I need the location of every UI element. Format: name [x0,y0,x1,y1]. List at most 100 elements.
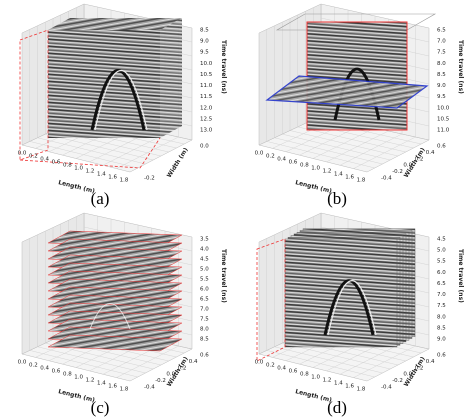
time-tick-label: 7.0 [437,39,446,45]
time-tick-label: 6.0 [200,287,209,293]
length-tick-label: 0.0 [18,360,27,366]
length-tick-label: 1.2 [323,378,332,384]
length-tick-label: 0.8 [300,372,309,378]
width-tick-label: 0.2 [415,365,424,371]
grid-line [289,130,399,157]
width-tick-label: -0.4 [381,176,392,182]
time-tick-label: 5.5 [437,259,446,265]
time-tick-label: 9.0 [437,83,446,89]
length-tick-label: 0.0 [18,151,27,157]
time-tick-label: 10.0 [200,61,213,67]
length-tick-label: 1.4 [97,381,106,387]
length-tick-label: 0.2 [29,154,38,160]
width-tick-label: 0.0 [403,163,412,169]
panel-label: (a) [91,189,110,208]
length-tick-label: 1.4 [334,172,343,178]
length-tick-label: 0.0 [255,360,264,366]
length-tick-label: 0.2 [29,363,38,369]
time-tick-label: 4.5 [437,237,446,243]
panel: 0.0 0.2 0.4 0.6 0.8 1.0 1.2 1.4 1.6 1.8 -0.20.08.5… [18,3,227,208]
time-tick-label: 9.0 [200,39,209,45]
length-tick-label: 1.4 [97,172,106,178]
length-tick-label: 1.2 [86,169,95,175]
length-tick-label: 0.2 [266,154,275,160]
time-tick-label: 7.0 [437,292,446,298]
length-tick-label: 0.8 [300,163,309,169]
time-tick-label: 9.0 [437,337,446,343]
time-tick-label: 8.0 [437,61,446,67]
width-tick-label: 0.0 [200,144,209,150]
length-tick-label: 1.6 [108,175,117,181]
time-tick-label: 3.5 [200,237,209,243]
length-tick-label: 1.6 [345,175,354,181]
width-tick-label: 0.4 [426,359,435,365]
time-tick-label: 9.5 [200,50,209,56]
hyperbola [327,280,377,336]
width-tick-label: 0.4 [426,150,435,156]
grid-line [353,136,416,169]
grid-line [353,345,416,378]
grid-line [339,133,403,166]
time-axis-title: Time travel (ns) [457,249,464,303]
slice [47,334,183,352]
time-tick-label: 7.0 [200,307,209,313]
length-tick-label: 0.4 [277,366,286,372]
outline [256,238,286,362]
time-tick-label: 12.0 [200,105,213,111]
width-tick-label: 0.0 [403,372,412,378]
panel: 0.0 0.2 0.4 0.6 0.8 1.0 1.2 1.4 1.6 1.8 -0.4-0.20.… [255,3,464,208]
width-tick-label: 0.6 [437,353,446,359]
length-tick-label: 1.0 [74,375,83,381]
grid-line [297,126,406,153]
time-tick-label: 10.5 [437,116,450,122]
time-tick-label: 5.5 [200,277,209,283]
length-tick-label: 0.0 [255,151,264,157]
time-tick-label: 6.0 [437,270,446,276]
length-tick-label: 1.0 [74,166,83,172]
width-tick-label: -0.2 [155,378,166,384]
grid-line [116,136,179,169]
length-tick-label: 1.2 [86,378,95,384]
length-tick-label: 0.2 [266,363,275,369]
width-tick-label: -0.4 [144,385,155,391]
length-tick-label: 0.6 [52,369,61,375]
time-tick-label: 8.0 [437,314,446,320]
panel-label: (b) [327,189,347,208]
time-tick-label: 4.0 [200,247,209,253]
width-tick-label: 0.2 [178,365,187,371]
hyperbola [89,303,131,330]
plane [265,75,429,109]
slice [306,21,408,131]
panel: 0.0 0.2 0.4 0.6 0.8 1.0 1.2 1.4 1.6 1.8 -0.4-0.20.… [18,212,227,417]
length-tick-label: 1.0 [311,375,320,381]
length-tick-label: 1.8 [120,387,129,393]
time-tick-label: 10.0 [437,105,450,111]
grid-line [116,345,179,378]
time-tick-label: 10.5 [200,72,213,78]
length-tick-label: 0.6 [289,369,298,375]
block-side [160,18,182,138]
length-tick-label: 0.4 [40,157,49,163]
time-tick-label: 7.5 [437,303,446,309]
width-tick-label: -0.2 [144,176,155,182]
panel: 0.0 0.2 0.4 0.6 0.8 1.0 1.2 1.4 1.6 1.8 -0.4-0.20.… [255,212,464,417]
width-tick-label: -0.2 [392,378,403,384]
length-tick-label: 1.6 [345,384,354,390]
length-tick-label: 0.8 [63,372,72,378]
length-tick-label: 0.8 [63,163,72,169]
time-tick-label: 7.5 [200,317,209,323]
block-top [48,18,182,30]
width-tick-label: -0.2 [392,169,403,175]
grid-line [326,130,389,163]
hyperbola [94,69,148,131]
time-tick-label: 8.5 [200,28,209,34]
width-tick-label: 0.2 [415,156,424,162]
time-tick-label: 4.5 [200,257,209,263]
time-tick-label: 8.0 [200,327,209,333]
time-tick-label: 5.0 [200,267,209,273]
time-tick-label: 11.5 [200,94,213,100]
length-tick-label: 1.0 [311,166,320,172]
time-tick-label: 8.5 [437,72,446,78]
width-tick-label: 0.6 [200,353,209,359]
time-tick-label: 12.5 [200,116,213,122]
